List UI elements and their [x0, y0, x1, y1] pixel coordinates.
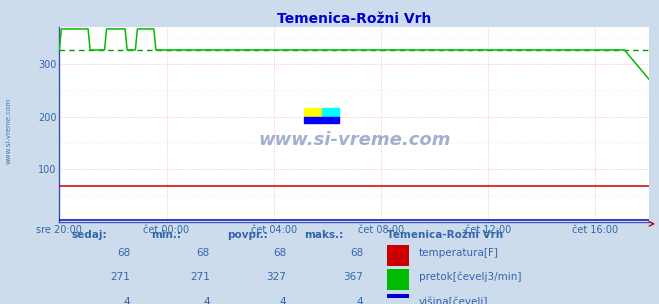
- Text: povpr.:: povpr.:: [227, 230, 268, 240]
- Text: 68: 68: [117, 248, 130, 258]
- FancyBboxPatch shape: [387, 269, 409, 290]
- Text: 68: 68: [350, 248, 363, 258]
- Text: višina[čevelj]: višina[čevelj]: [419, 296, 488, 304]
- Text: maks.:: maks.:: [304, 230, 343, 240]
- FancyBboxPatch shape: [387, 294, 409, 304]
- Text: pretok[čevelj3/min]: pretok[čevelj3/min]: [419, 271, 521, 282]
- Text: 271: 271: [110, 271, 130, 282]
- Text: temperatura[F]: temperatura[F]: [419, 248, 499, 258]
- Text: 4: 4: [123, 296, 130, 304]
- Text: www.si-vreme.com: www.si-vreme.com: [5, 98, 11, 164]
- Text: sedaj:: sedaj:: [71, 230, 107, 240]
- Text: Temenica-Rožni Vrh: Temenica-Rožni Vrh: [387, 230, 503, 240]
- Text: 367: 367: [343, 271, 363, 282]
- Text: 68: 68: [273, 248, 287, 258]
- Text: www.si-vreme.com: www.si-vreme.com: [258, 131, 451, 149]
- Text: min.:: min.:: [151, 230, 181, 240]
- Text: 271: 271: [190, 271, 210, 282]
- Bar: [304, 108, 322, 117]
- Bar: [322, 108, 339, 117]
- Text: 4: 4: [203, 296, 210, 304]
- Bar: [304, 117, 339, 123]
- Text: 68: 68: [196, 248, 210, 258]
- Title: Temenica-Rožni Vrh: Temenica-Rožni Vrh: [277, 12, 432, 26]
- FancyBboxPatch shape: [387, 245, 409, 266]
- Text: 327: 327: [266, 271, 287, 282]
- Text: 4: 4: [357, 296, 363, 304]
- Text: 4: 4: [280, 296, 287, 304]
